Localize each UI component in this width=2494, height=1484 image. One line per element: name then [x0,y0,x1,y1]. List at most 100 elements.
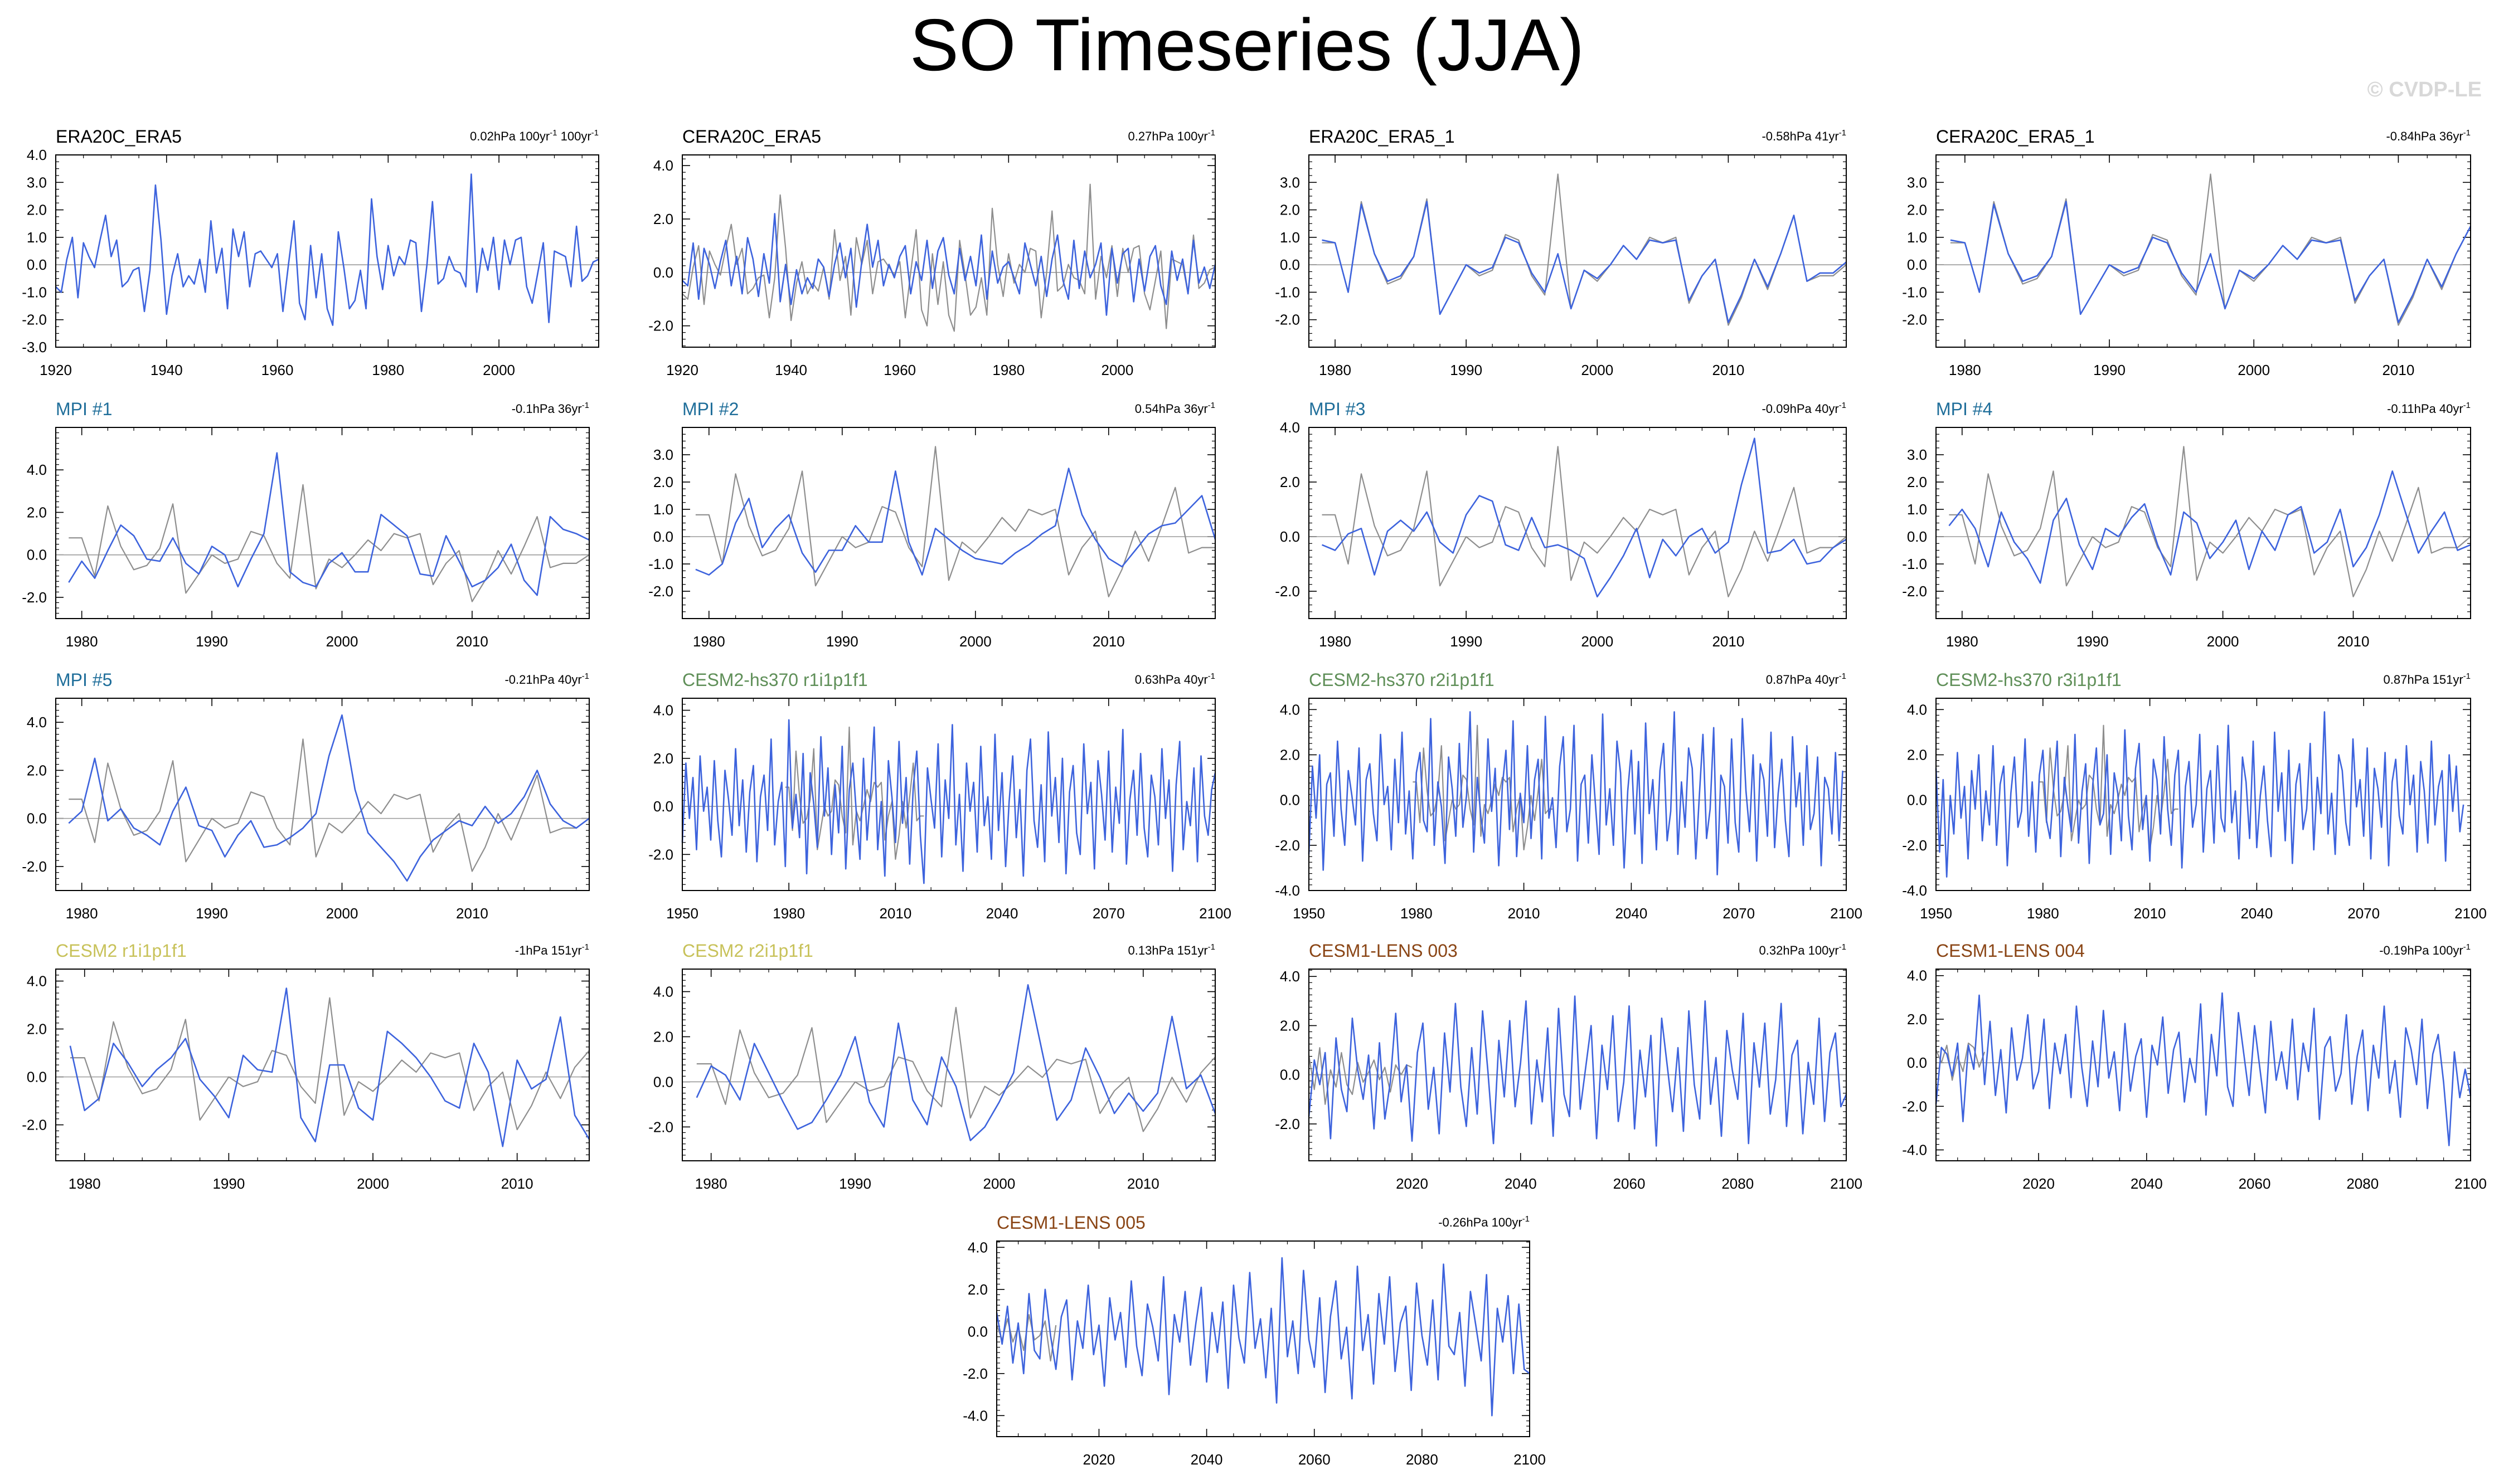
plot-frame [1308,154,1847,348]
y-tick-label: 0.0 [27,547,47,563]
x-tick-label: 2080 [2346,1175,2379,1192]
model-series-line [681,719,1216,884]
y-tick-label: 2.0 [653,750,673,767]
plot-frame [1935,698,2471,891]
x-tick-label: 2010 [1093,633,1125,650]
panel-17: CESM1-LENS 005 -0.26hPa 100yr-1 4.0 2.0 0.0 -… [963,1213,1546,1468]
y-tick-label: -1.0 [1275,284,1300,300]
y-tick-label: 4.0 [1907,701,1927,718]
y-tick-label: -4.0 [963,1407,988,1424]
y-tick-label: 4.0 [27,973,47,990]
y-tick-label: 0.0 [1280,528,1300,545]
panel-title: CERA20C_ERA5 [682,126,821,147]
x-tick-label: 2010 [1712,633,1744,650]
panel-title: CESM2-hs370 r3i1p1f1 [1936,670,2122,690]
x-tick-label: 1980 [1946,633,1978,650]
y-tick-label: 3.0 [27,174,47,191]
y-tick-label: 2.0 [1280,474,1300,490]
x-tick-label: 2100 [1513,1451,1546,1468]
trend-annotation: 0.13hPa 151yr-1 [1128,942,1215,957]
panel-title: MPI #5 [56,670,112,690]
x-tick-label: 2000 [959,633,992,650]
x-tick-label: 2010 [456,905,488,922]
y-tick-label: -3.0 [22,339,47,356]
trend-annotation: 0.87hPa 151yr-1 [2384,672,2471,687]
model-series-line [695,468,1216,576]
x-tick-label: 2000 [326,633,358,650]
panel-title: CESM2-hs370 r2i1p1f1 [1309,670,1495,690]
model-series-line [696,984,1216,1141]
plot-frame [1935,154,2471,348]
y-tick-label: -2.0 [1902,312,1927,328]
panel-title: CESM1-LENS 004 [1936,941,2085,961]
model-series-line [996,1257,1530,1417]
plot-frame [1308,698,1847,891]
model-series-line [682,213,1216,316]
plot-frame [1308,427,1847,619]
x-tick-label: 2000 [1581,362,1613,378]
y-tick-label: -2.0 [648,318,673,334]
y-tick-label: 2.0 [653,1028,673,1045]
y-tick-label: 0.0 [1280,1067,1300,1083]
y-tick-label: -1.0 [1902,556,1927,572]
y-tick-label: 0.0 [1280,256,1300,273]
x-tick-label: 1990 [826,633,858,650]
x-tick-label: 1980 [66,905,98,922]
y-tick-label: -2.0 [1902,583,1927,600]
y-tick-label: -2.0 [22,589,47,606]
x-tick-label: 2100 [2454,1175,2487,1192]
y-tick-label: -4.0 [1275,882,1300,899]
panel-title: CESM2 r2i1p1f1 [682,941,813,961]
y-tick-label: 3.0 [1280,174,1300,191]
y-tick-label: 4.0 [968,1239,988,1256]
observed-series-line [1308,1047,1413,1105]
panel-5: MPI #1 -0.1hPa 36yr-1 4.0 2.0 0.0 -2.0 1980 199… [22,399,590,650]
model-series-line [1950,201,2472,323]
observed-series-line [1322,173,1847,326]
trend-annotation: -1hPa 151yr-1 [515,942,589,957]
y-tick-label: 3.0 [653,446,673,463]
x-tick-label: 2040 [1191,1451,1223,1468]
x-tick-label: 2000 [2238,362,2270,378]
panel-title: CESM1-LENS 005 [997,1213,1146,1233]
x-tick-label: 1920 [666,362,698,378]
y-tick-label: 2.0 [1907,1011,1927,1028]
x-tick-label: 2080 [1406,1451,1438,1468]
x-tick-label: 2010 [1712,362,1744,378]
y-tick-label: 2.0 [653,211,673,227]
x-tick-label: 2010 [2134,905,2166,922]
x-tick-label: 1990 [1450,362,1482,378]
x-tick-label: 1980 [1400,905,1433,922]
model-series-line [68,714,590,882]
x-tick-label: 2000 [983,1175,1016,1192]
y-tick-label: 2.0 [27,202,47,218]
plot-frame [682,969,1216,1161]
y-tick-label: -2.0 [1275,583,1300,600]
x-tick-label: 2010 [879,905,911,922]
x-tick-label: 2040 [986,905,1018,922]
x-tick-label: 2060 [1298,1451,1331,1468]
panel-title: ERA20C_ERA5 [56,126,182,147]
x-tick-label: 1950 [1293,905,1325,922]
x-tick-label: 2060 [1613,1175,1646,1192]
x-tick-label: 1980 [992,362,1025,378]
x-tick-label: 1980 [695,1175,727,1192]
panel-8: MPI #4 -0.11hPa 40yr-1 3.0 2.0 1.0 0.0 -1.0 -2.… [1902,399,2471,650]
x-tick-label: 1980 [2027,905,2059,922]
model-series-line [1322,201,1847,323]
y-tick-label: 2.0 [653,474,673,490]
x-tick-label: 1980 [1319,362,1351,378]
observed-series-line [1949,446,2471,597]
trend-annotation: -0.09hPa 40yr-1 [1762,401,1846,416]
x-tick-label: 2040 [1615,905,1647,922]
y-tick-label: -2.0 [648,846,673,863]
observed-series-line [1950,173,2471,326]
model-series-line [1935,992,2472,1146]
plot-frame [55,427,590,619]
trend-annotation: 0.02hPa 100yr-1 100yr-1 [470,128,599,143]
trend-annotation: -0.58hPa 41yr-1 [1762,128,1846,143]
y-tick-label: 2.0 [1907,746,1927,763]
x-tick-label: 2010 [2337,633,2370,650]
panel-14: CESM2 r2i1p1f1 0.13hPa 151yr-1 4.0 2.0 0.0 -2… [648,941,1216,1192]
panel-6: MPI #2 0.54hPa 36yr-1 3.0 2.0 1.0 0.0 -1.0 -2.0… [648,399,1216,650]
